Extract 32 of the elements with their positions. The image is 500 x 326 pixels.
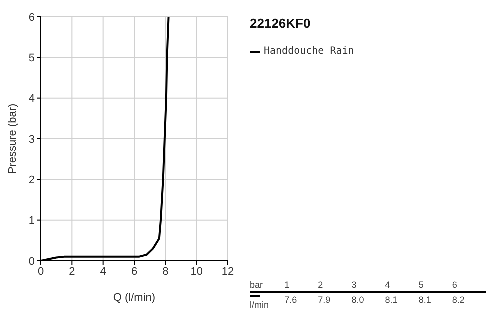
text: 8.2	[452, 295, 465, 305]
y-tick-label: 6	[28, 12, 35, 24]
y-axis-title: Pressure (bar)	[6, 104, 19, 174]
y-tick-label: 1	[28, 215, 35, 228]
text: 8.1	[385, 295, 398, 305]
y-tick-label: 0	[28, 256, 35, 268]
text: 5	[418, 280, 425, 292]
y-tick-label: 4	[28, 93, 35, 106]
text: 3	[352, 280, 358, 292]
text: 4	[385, 280, 392, 292]
x-axis-title: Q (l/min)	[113, 292, 156, 304]
text: l/min	[250, 300, 270, 310]
text: 8.0	[352, 295, 364, 305]
x-tick-label: 8	[162, 266, 169, 278]
legend-label: Handdouche Rain	[264, 46, 354, 57]
x-tick-label: 0	[38, 266, 44, 278]
x-tick-label: 2	[69, 266, 76, 278]
text: 2	[318, 280, 324, 292]
text: bar	[250, 280, 264, 292]
text: 7.6	[284, 295, 298, 305]
y-tick-label: 5	[28, 52, 35, 65]
text: 6	[452, 280, 458, 292]
x-tick-label: 12	[222, 266, 234, 278]
x-tick-label: 10	[190, 266, 203, 278]
text: 22126KF0	[250, 16, 311, 31]
text: 7.9	[318, 295, 331, 305]
text: 1	[284, 280, 291, 292]
y-tick-label: 3	[28, 134, 35, 146]
y-tick-label: 2	[28, 174, 35, 187]
x-tick-label: 4	[100, 266, 106, 278]
text: 8.1	[418, 295, 432, 305]
x-tick-label: 6	[131, 266, 138, 278]
